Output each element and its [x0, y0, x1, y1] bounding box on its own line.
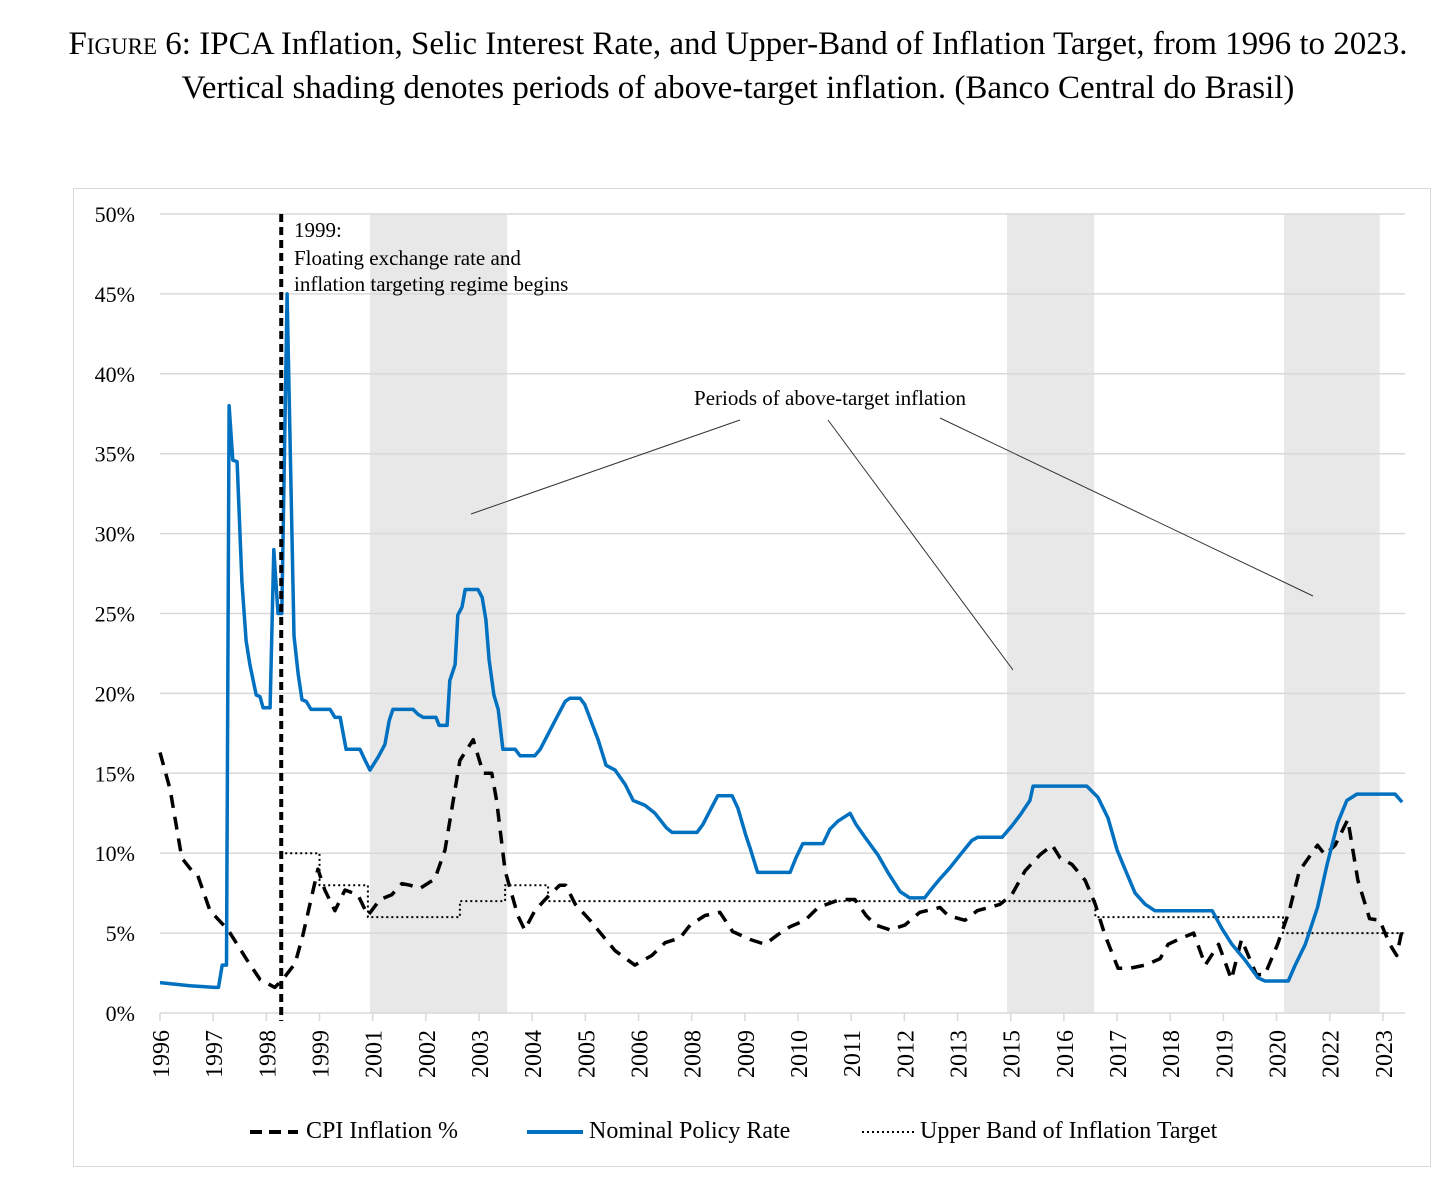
x-tick-label: 2005 [574, 1030, 600, 1078]
regime-annotation-line-1: Floating exchange rate and [294, 246, 521, 270]
y-tick-label: 5% [106, 921, 135, 946]
x-tick-label: 2011 [840, 1030, 866, 1077]
x-tick-label: 2001 [362, 1030, 388, 1078]
y-tick-label: 15% [95, 761, 135, 786]
y-tick-label: 35% [95, 442, 135, 467]
y-tick-label: 10% [95, 841, 135, 866]
x-tick-label: 2008 [681, 1030, 707, 1078]
figure-label: Figure 6: [68, 26, 191, 62]
legend-item-policy-rate: Nominal Policy Rate [527, 1118, 790, 1145]
annotation-pointer-1 [470, 419, 741, 515]
chart-legend: CPI Inflation % Nominal Policy Rate Uppe… [0, 1118, 1456, 1152]
annotation-pointer-2 [827, 419, 1014, 671]
regime-annotation-year: 1999: [294, 218, 342, 242]
series-upper-band-of-inflation-target [280, 852, 1406, 935]
x-tick-label: 2016 [1053, 1030, 1079, 1078]
x-tick-label: 2019 [1212, 1030, 1238, 1078]
x-tick-label: 2009 [734, 1030, 760, 1078]
figure-caption: Figure 6: IPCA Inflation, Selic Interest… [20, 22, 1456, 110]
x-tick-label: 1997 [202, 1030, 228, 1078]
annotation-pointer-3 [939, 417, 1314, 597]
legend-label: CPI Inflation % [306, 1118, 458, 1144]
chart-frame [73, 188, 1431, 1167]
periods-annotation: Periods of above-target inflation [694, 386, 966, 410]
y-tick-label: 0% [106, 1001, 135, 1026]
x-tick-label: 2013 [947, 1030, 973, 1078]
x-tick-label: 2003 [468, 1030, 494, 1078]
y-tick-label: 30% [95, 522, 135, 547]
legend-label: Upper Band of Inflation Target [920, 1118, 1218, 1144]
legend-item-upper-band: Upper Band of Inflation Target [862, 1118, 1217, 1145]
x-tick-label: 2010 [787, 1030, 813, 1078]
x-tick-label: 1999 [309, 1030, 335, 1078]
y-tick-label: 50% [95, 202, 135, 227]
x-tick-label: 1996 [149, 1030, 175, 1078]
legend-item-cpi: CPI Inflation % [248, 1118, 458, 1145]
x-tick-label: 2004 [521, 1030, 547, 1078]
x-tick-label: 2012 [893, 1030, 919, 1078]
y-tick-label: 25% [95, 602, 135, 627]
y-tick-label: 40% [95, 362, 135, 387]
x-tick-label: 2022 [1319, 1030, 1345, 1078]
x-tick-label: 2002 [415, 1030, 441, 1078]
y-tick-label: 20% [95, 681, 135, 706]
caption-text: IPCA Inflation, Selic Interest Rate, and… [181, 26, 1408, 106]
x-tick-label: 2023 [1372, 1030, 1398, 1078]
x-tick-label: 2006 [628, 1030, 654, 1078]
x-tick-label: 2017 [1106, 1030, 1132, 1078]
regime-annotation-line-2: inflation targeting regime begins [294, 272, 568, 296]
x-tick-label: 2020 [1266, 1030, 1292, 1078]
x-tick-label: 2018 [1159, 1030, 1185, 1078]
x-tick-label: 1998 [255, 1030, 281, 1078]
legend-label: Nominal Policy Rate [589, 1118, 791, 1144]
x-tick-label: 2015 [1000, 1030, 1026, 1078]
series-nominal-policy-rate [159, 292, 1404, 990]
series-cpi-inflation- [158, 737, 1404, 990]
y-tick-label: 45% [95, 282, 135, 307]
